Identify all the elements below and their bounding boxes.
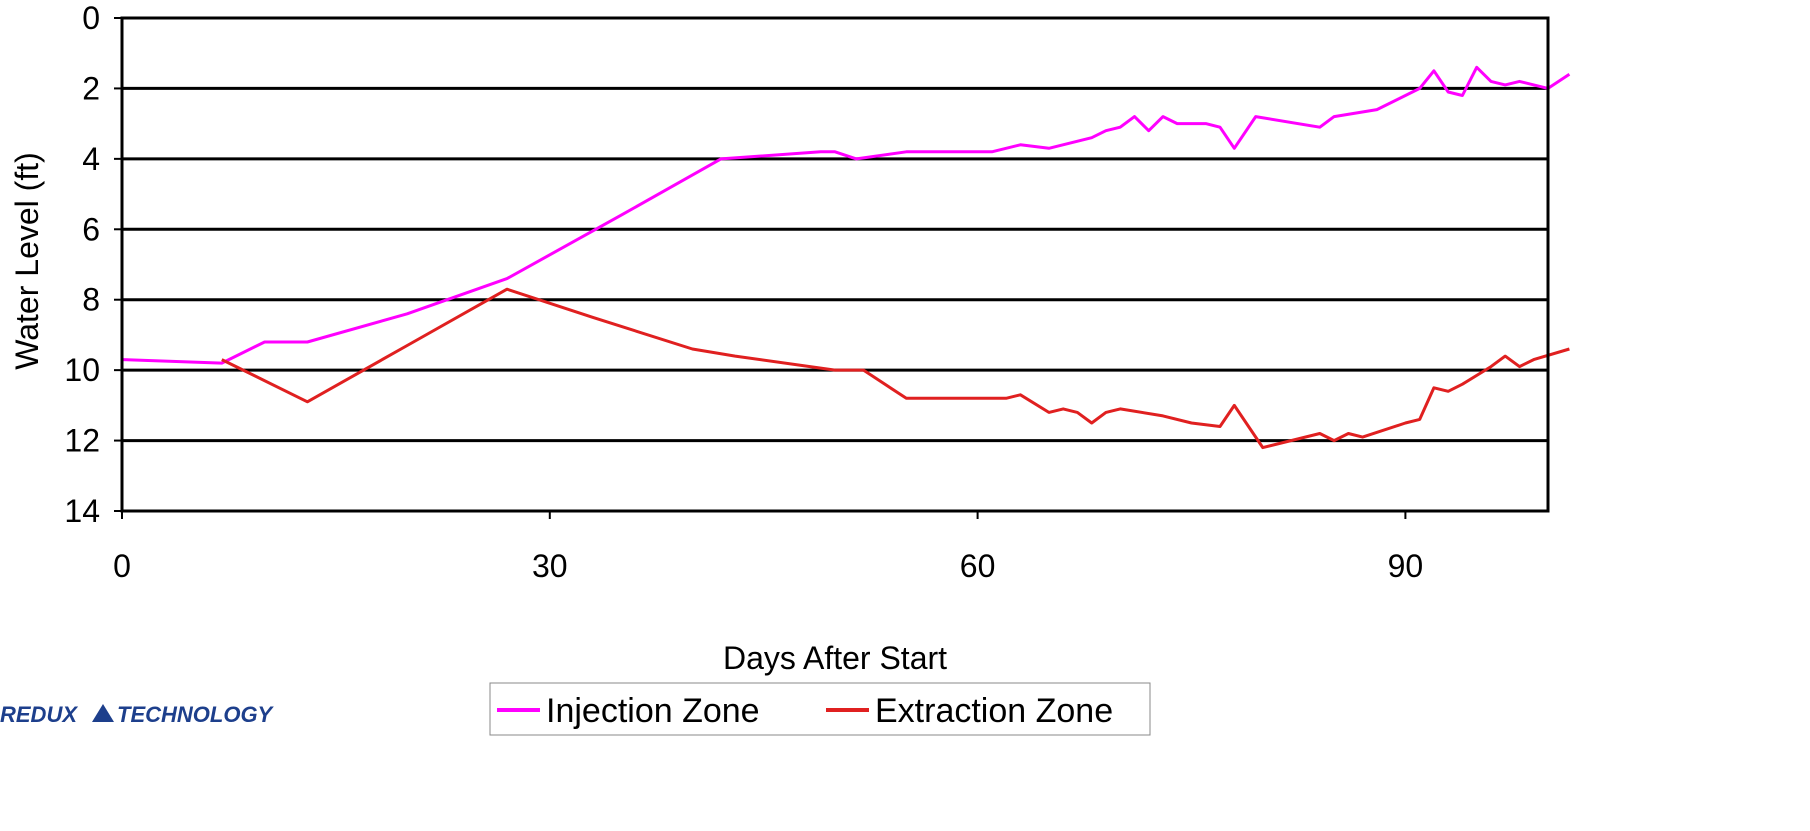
y-tick-label: 4 xyxy=(82,141,100,177)
series-line-injection-zone xyxy=(121,65,1571,365)
series-lines xyxy=(121,65,1571,450)
y-axis-tick-labels: 0 2 4 6 8 10 12 14 xyxy=(64,0,122,529)
triangle-logo-icon xyxy=(92,704,114,722)
gridlines xyxy=(122,86,1548,443)
y-tick-label: 14 xyxy=(64,493,100,529)
x-tick-label: 0 xyxy=(113,548,131,584)
y-tick-label: 0 xyxy=(82,0,100,36)
y-axis-title: Water Level (ft) xyxy=(9,152,45,370)
legend-label-extraction-zone: Extraction Zone xyxy=(875,692,1113,730)
series-line-extraction-zone xyxy=(221,287,1570,450)
logo-text-left: REDUX xyxy=(0,702,78,727)
logo-text-right: TECHNOLOGY xyxy=(117,702,275,727)
y-tick-label: 12 xyxy=(64,423,100,459)
x-tick-label: 60 xyxy=(960,548,996,584)
x-axis-tick-labels: 0 30 60 90 xyxy=(113,511,1423,584)
y-tick-label: 2 xyxy=(82,70,100,106)
legend: Injection Zone Extraction Zone xyxy=(489,682,1151,736)
legend-box xyxy=(489,682,1151,736)
x-tick-label: 90 xyxy=(1388,548,1424,584)
x-axis-title: Days After Start xyxy=(723,640,947,676)
plot-frame xyxy=(120,16,1550,513)
company-logo: REDUX TECHNOLOGY xyxy=(0,702,275,727)
y-tick-label: 10 xyxy=(64,352,100,388)
x-tick-label: 30 xyxy=(532,548,568,584)
y-tick-label: 6 xyxy=(82,211,100,247)
y-tick-label: 8 xyxy=(82,282,100,318)
legend-label-injection-zone: Injection Zone xyxy=(546,692,760,730)
